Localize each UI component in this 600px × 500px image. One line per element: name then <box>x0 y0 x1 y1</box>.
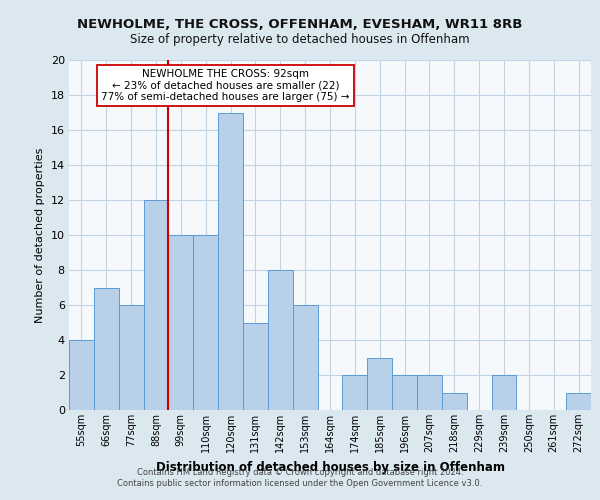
Bar <box>94 288 119 410</box>
Bar <box>143 200 169 410</box>
Text: NEWHOLME, THE CROSS, OFFENHAM, EVESHAM, WR11 8RB: NEWHOLME, THE CROSS, OFFENHAM, EVESHAM, … <box>77 18 523 30</box>
Bar <box>442 392 467 410</box>
Bar <box>367 358 392 410</box>
Bar <box>193 235 218 410</box>
Bar <box>566 392 591 410</box>
Bar <box>343 375 367 410</box>
Bar <box>491 375 517 410</box>
X-axis label: Distribution of detached houses by size in Offenham: Distribution of detached houses by size … <box>155 460 505 473</box>
Bar <box>392 375 417 410</box>
Text: Size of property relative to detached houses in Offenham: Size of property relative to detached ho… <box>130 32 470 46</box>
Bar <box>417 375 442 410</box>
Bar <box>293 305 317 410</box>
Bar <box>119 305 143 410</box>
Bar <box>218 112 243 410</box>
Bar <box>169 235 193 410</box>
Text: NEWHOLME THE CROSS: 92sqm
← 23% of detached houses are smaller (22)
77% of semi-: NEWHOLME THE CROSS: 92sqm ← 23% of detac… <box>101 69 350 102</box>
Text: Contains HM Land Registry data © Crown copyright and database right 2024.
Contai: Contains HM Land Registry data © Crown c… <box>118 468 482 487</box>
Y-axis label: Number of detached properties: Number of detached properties <box>35 148 45 322</box>
Bar <box>268 270 293 410</box>
Bar <box>69 340 94 410</box>
Bar <box>243 322 268 410</box>
